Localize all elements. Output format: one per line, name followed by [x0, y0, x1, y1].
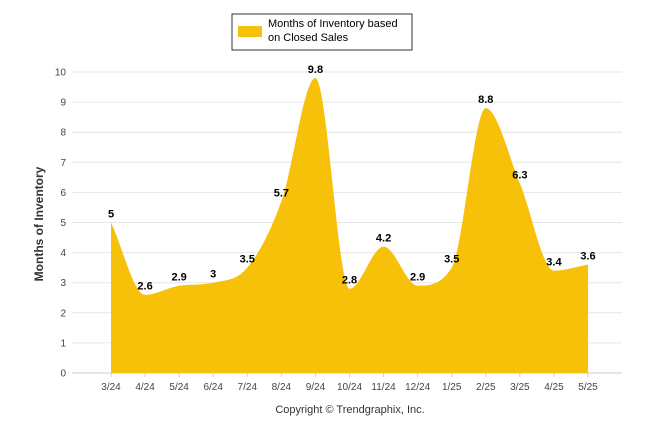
data-label: 5.7: [274, 187, 289, 199]
area-series: [111, 78, 588, 374]
legend-swatch: [238, 26, 262, 37]
x-tick-label: 8/24: [272, 382, 292, 393]
legend: Months of Inventory based on Closed Sale…: [231, 13, 413, 51]
y-tick-label: 10: [55, 68, 67, 79]
data-label: 2.6: [137, 281, 152, 293]
data-label: 3.5: [240, 254, 255, 266]
y-tick-label: 1: [60, 338, 66, 349]
y-axis-ticks: 0 1 2 3 4 5 6 7 8 9 10: [55, 68, 67, 380]
y-tick-label: 9: [60, 98, 66, 109]
x-tick-label: 12/24: [405, 382, 430, 393]
x-tick-label: 3/24: [101, 382, 121, 393]
data-label: 4.2: [376, 233, 391, 245]
y-tick-label: 6: [60, 188, 66, 199]
x-tick-label: 5/24: [169, 382, 189, 393]
x-axis-ticks: 3/24 4/24 5/24 6/24 7/24 8/24 9/24 10/24 11/24 12…: [101, 373, 598, 393]
data-label: 3.5: [444, 254, 459, 266]
y-tick-label: 2: [60, 308, 66, 319]
y-tick-label: 8: [60, 128, 66, 139]
data-labels: 5 2.6 2.9 3 3.5 5.7 9.8 2.8 4.2 2.9 3.5 8.8 6.3 3.4 3.…: [108, 64, 596, 293]
y-tick-label: 3: [60, 278, 66, 289]
data-label: 3.4: [546, 257, 562, 269]
x-tick-label: 1/25: [442, 382, 462, 393]
y-axis-title: Months of Inventory: [32, 166, 46, 281]
x-tick-label: 7/24: [238, 382, 258, 393]
data-label: 2.9: [171, 272, 186, 284]
data-label: 3: [210, 269, 216, 281]
data-label: 9.8: [308, 64, 323, 76]
x-tick-label: 6/24: [203, 382, 223, 393]
x-tick-label: 2/25: [476, 382, 496, 393]
x-tick-label: 9/24: [306, 382, 326, 393]
x-tick-label: 4/25: [544, 382, 564, 393]
plot-area: [111, 78, 588, 374]
y-tick-label: 4: [60, 248, 66, 259]
x-tick-label: 11/24: [371, 382, 396, 393]
x-tick-label: 4/24: [135, 382, 155, 393]
x-tick-label: 3/25: [510, 382, 530, 393]
data-label: 6.3: [512, 169, 527, 181]
data-label: 3.6: [580, 251, 595, 263]
x-tick-label: 5/25: [578, 382, 598, 393]
legend-label-line1: Months of Inventory based: [268, 18, 398, 30]
data-label: 8.8: [478, 94, 493, 106]
data-label: 2.8: [342, 275, 357, 287]
data-label: 2.9: [410, 272, 425, 284]
copyright-credit: Copyright © Trendgraphix, Inc.: [275, 404, 424, 416]
data-label: 5: [108, 209, 114, 221]
y-tick-label: 5: [60, 218, 66, 229]
y-tick-label: 0: [60, 369, 66, 380]
x-tick-label: 10/24: [337, 382, 362, 393]
y-tick-label: 7: [60, 158, 66, 169]
legend-label-line2: on Closed Sales: [268, 32, 349, 44]
